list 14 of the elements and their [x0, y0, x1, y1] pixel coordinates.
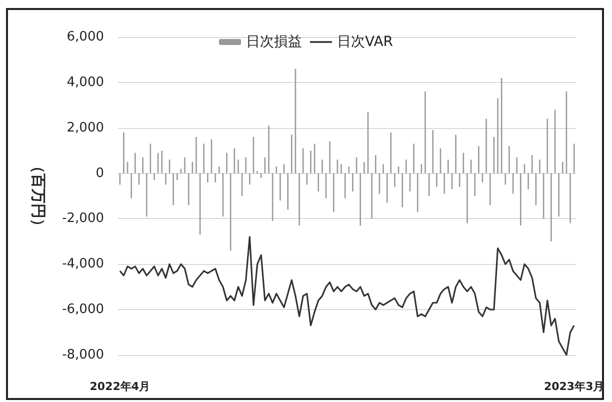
y-tick-label: -4,000 [62, 256, 104, 272]
y-tick-label: -2,000 [62, 211, 104, 226]
x-tick-label: 2023年3月 [544, 380, 604, 393]
y-tick-label: 0 [96, 166, 104, 181]
y-tick-label: 2,000 [66, 120, 104, 136]
y-tick-label: 4,000 [66, 74, 104, 90]
legend-label: 日次損益 [246, 34, 302, 50]
legend-label: 日次VAR [337, 34, 394, 50]
y-tick-label: -6,000 [62, 302, 104, 318]
y-tick-label: 6,000 [66, 30, 104, 44]
x-tick-label: 2022年4月 [90, 380, 150, 393]
y-tick-label: -8,000 [62, 348, 104, 362]
line-series [119, 236, 575, 356]
y-axis-title: （百万円） [30, 158, 48, 234]
